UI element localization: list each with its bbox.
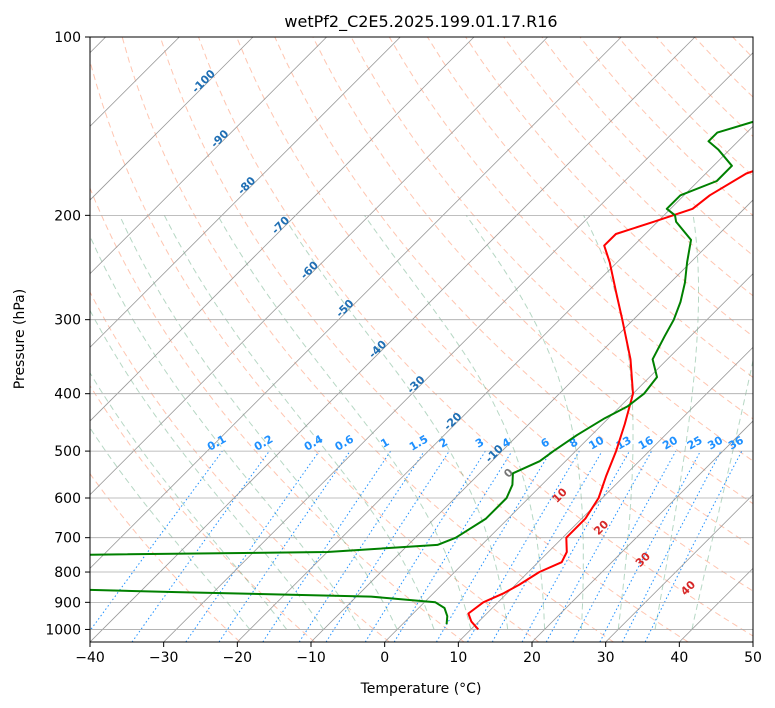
y-tick-label: 600 <box>54 491 81 507</box>
y-tick-label: 700 <box>54 531 81 547</box>
mixing-ratio-line <box>521 450 630 642</box>
x-tick-label: −10 <box>296 650 326 666</box>
isotherm-line <box>531 420 753 642</box>
x-tick-label: 40 <box>670 650 688 666</box>
dry-adiabat <box>90 186 465 642</box>
x-tick-label: −20 <box>223 650 253 666</box>
y-axis: 100 200 300 400 500 600 700 800 900 1000 <box>45 30 90 638</box>
grid-lines <box>90 37 753 642</box>
dry-adiabat <box>90 59 540 642</box>
isotherm-line <box>90 37 475 422</box>
dry-adiabat <box>274 37 753 548</box>
dry-adiabat <box>90 291 390 642</box>
y-tick-label: 500 <box>54 444 81 460</box>
x-tick-label: −30 <box>149 650 179 666</box>
dewpoint-line <box>90 120 753 625</box>
y-tick-label: 800 <box>54 565 81 581</box>
x-tick-label: 10 <box>449 650 467 666</box>
x-tick-label: 20 <box>523 650 541 666</box>
x-tick-label: 30 <box>597 650 615 666</box>
isotherm-line <box>163 52 753 642</box>
moist-adiabat <box>282 215 509 630</box>
x-axis: −40 −30 −20 −10 0 10 20 30 40 50 <box>75 642 762 666</box>
y-tick-label: 100 <box>54 30 81 46</box>
temperature-line <box>467 170 753 631</box>
y-tick-label: 1000 <box>45 622 81 638</box>
isotherm-line <box>90 37 622 569</box>
dry-adiabat <box>503 37 753 297</box>
mixing-ratio-line <box>185 450 320 642</box>
y-tick-label: 200 <box>54 208 81 224</box>
isotherm-line <box>458 346 753 642</box>
dry-adiabat <box>350 37 753 462</box>
isotherm-line <box>90 37 254 201</box>
y-axis-label: Pressure (hPa) <box>12 289 28 389</box>
dry-adiabat <box>426 37 753 378</box>
mixing-ratio-line <box>325 450 450 642</box>
mixing-ratio-line <box>393 450 513 642</box>
x-tick-label: 50 <box>744 650 762 666</box>
y-tick-label: 300 <box>54 313 81 329</box>
isotherm-line <box>90 37 696 642</box>
dry-adiabat <box>312 37 753 505</box>
x-tick-label: 0 <box>380 650 389 666</box>
isotherm-line <box>90 37 548 496</box>
dry-adiabat <box>90 384 316 642</box>
mixing-ratio-line <box>218 450 351 642</box>
dry-adiabat <box>159 37 689 642</box>
mixing-ratio-line <box>298 450 425 642</box>
mixing-ratio-line <box>572 450 677 642</box>
mixing-ratio-line <box>644 450 743 642</box>
dry-adiabat <box>90 472 241 642</box>
mixing-ratio-line <box>90 450 223 632</box>
isotherm-line <box>90 37 401 348</box>
chart-title: wetPf2_C2E5.2025.199.01.17.R16 <box>284 12 557 32</box>
isotherm-line <box>384 273 753 642</box>
isotherm-line <box>310 199 753 642</box>
isotherm-line <box>237 125 753 642</box>
isotherm-line <box>90 37 327 275</box>
moist-adiabat <box>90 309 324 630</box>
mixing-ratio-line <box>545 450 653 642</box>
isotherm-line <box>605 494 753 642</box>
dry-adiabat <box>121 37 614 642</box>
x-tick-label: −40 <box>75 650 105 666</box>
series-group <box>90 120 753 631</box>
dry-adiabat <box>388 37 753 420</box>
moist-adiabat <box>119 215 398 630</box>
plot-frame <box>89 36 754 643</box>
y-tick-label: 400 <box>54 387 81 403</box>
x-axis-label: Temperature (°C) <box>360 681 482 697</box>
mixing-ratio-line <box>131 450 270 642</box>
y-tick-label: 900 <box>54 595 81 611</box>
mixing-ratio-line <box>262 450 392 642</box>
